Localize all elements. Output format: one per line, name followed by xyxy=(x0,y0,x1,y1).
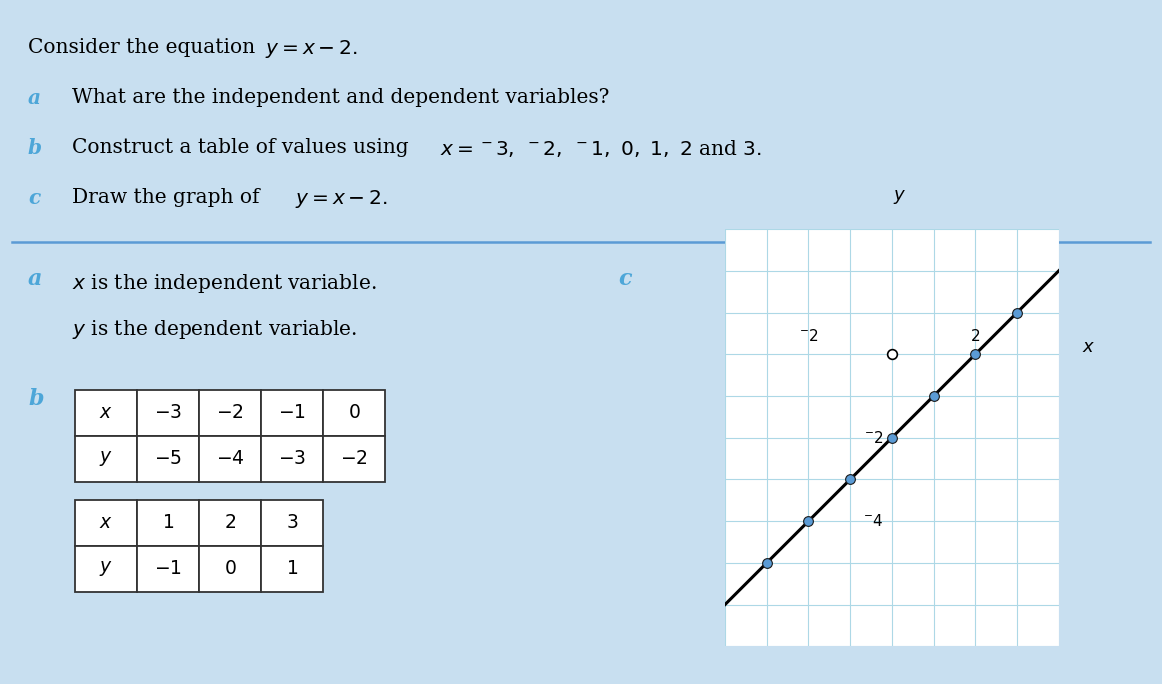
FancyBboxPatch shape xyxy=(261,546,323,592)
Text: b: b xyxy=(28,388,43,410)
Text: $−2$: $−2$ xyxy=(340,450,368,468)
FancyBboxPatch shape xyxy=(76,390,137,436)
Text: $−5$: $−5$ xyxy=(155,450,182,468)
Text: a: a xyxy=(28,268,42,290)
FancyBboxPatch shape xyxy=(76,546,137,592)
Text: a: a xyxy=(28,88,41,108)
FancyBboxPatch shape xyxy=(323,436,385,482)
Text: $−2$: $−2$ xyxy=(216,404,244,422)
Text: $−3$: $−3$ xyxy=(153,404,182,422)
FancyBboxPatch shape xyxy=(199,436,261,482)
Text: $x$: $x$ xyxy=(99,404,113,422)
Text: $y = x - 2.$: $y = x - 2.$ xyxy=(295,188,388,210)
Text: $x$ is the independent variable.: $x$ is the independent variable. xyxy=(72,272,376,295)
Text: Draw the graph of: Draw the graph of xyxy=(72,188,259,207)
Text: $y$ is the dependent variable.: $y$ is the dependent variable. xyxy=(72,318,357,341)
Text: $−1$: $−1$ xyxy=(278,404,306,422)
FancyBboxPatch shape xyxy=(261,500,323,546)
Text: What are the independent and dependent variables?: What are the independent and dependent v… xyxy=(72,88,609,107)
Text: $^{-}2$: $^{-}2$ xyxy=(863,430,883,446)
Text: $x$: $x$ xyxy=(1082,338,1095,356)
Text: $y$: $y$ xyxy=(892,188,906,206)
FancyBboxPatch shape xyxy=(137,500,199,546)
Text: $2$: $2$ xyxy=(970,328,981,344)
Text: b: b xyxy=(28,138,42,158)
FancyBboxPatch shape xyxy=(76,500,137,546)
FancyBboxPatch shape xyxy=(261,436,323,482)
FancyBboxPatch shape xyxy=(76,436,137,482)
Text: $−4$: $−4$ xyxy=(216,450,244,468)
FancyBboxPatch shape xyxy=(199,546,261,592)
FancyBboxPatch shape xyxy=(137,546,199,592)
Text: $y$: $y$ xyxy=(99,560,113,579)
Text: $x = {}^-3,\ {}^-2,\ {}^-1,\ 0,\ 1,\ 2$ and $3.$: $x = {}^-3,\ {}^-2,\ {}^-1,\ 0,\ 1,\ 2$ … xyxy=(440,138,762,159)
Text: Construct a table of values using: Construct a table of values using xyxy=(72,138,409,157)
FancyBboxPatch shape xyxy=(137,436,199,482)
Text: Consider the equation: Consider the equation xyxy=(28,38,256,57)
Text: $−3$: $−3$ xyxy=(278,450,306,468)
Text: $1$: $1$ xyxy=(162,514,174,532)
Text: $x$: $x$ xyxy=(99,514,113,532)
Text: $y$: $y$ xyxy=(99,449,113,469)
Text: $3$: $3$ xyxy=(286,514,299,532)
Text: $2$: $2$ xyxy=(224,514,236,532)
FancyBboxPatch shape xyxy=(261,390,323,436)
FancyBboxPatch shape xyxy=(199,390,261,436)
FancyBboxPatch shape xyxy=(323,390,385,436)
Text: $^{-}2$: $^{-}2$ xyxy=(798,328,818,344)
Text: $^{-}4$: $^{-}4$ xyxy=(863,513,883,529)
FancyBboxPatch shape xyxy=(137,390,199,436)
Text: $0$: $0$ xyxy=(223,560,236,578)
Text: c: c xyxy=(618,268,631,290)
Text: $1$: $1$ xyxy=(286,560,299,578)
Text: $−1$: $−1$ xyxy=(155,560,182,578)
Text: $y = x - 2.$: $y = x - 2.$ xyxy=(265,38,358,60)
Text: c: c xyxy=(28,188,41,208)
Text: $0$: $0$ xyxy=(347,404,360,422)
FancyBboxPatch shape xyxy=(199,500,261,546)
